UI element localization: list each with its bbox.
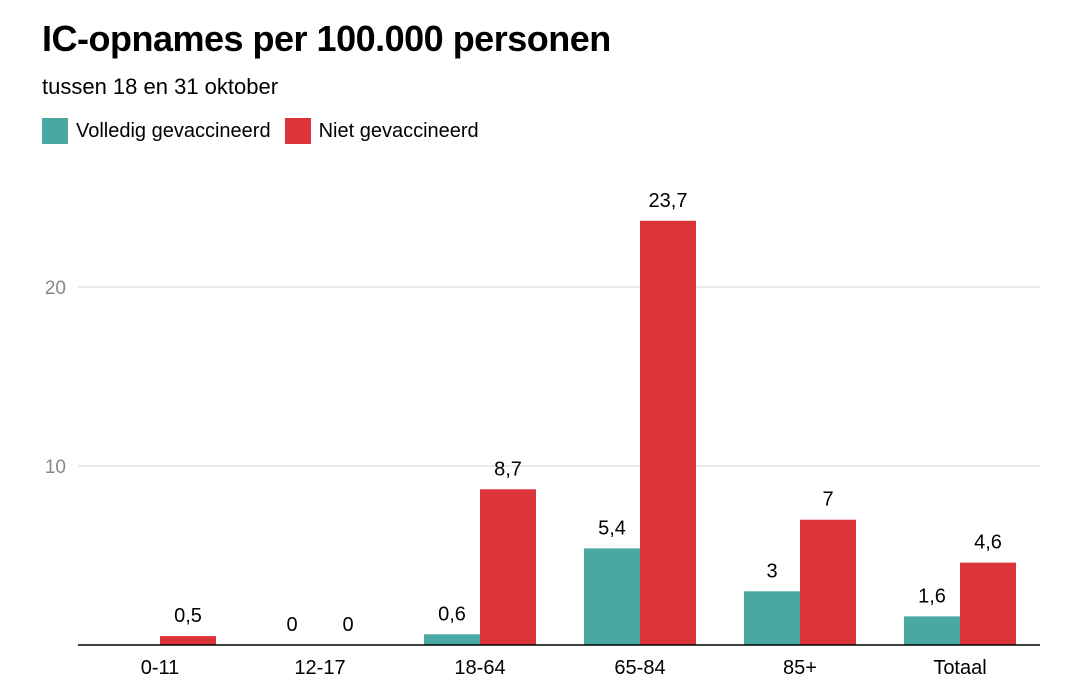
bar-unvaccinated-18-64	[480, 489, 536, 645]
x-tick-label-85+: 85+	[783, 657, 817, 679]
y-tick-label-10: 10	[45, 457, 66, 478]
data-label-unvaccinated-Totaal: 4,6	[974, 532, 1002, 554]
data-label-vaccinated-Totaal: 1,6	[918, 585, 946, 607]
bar-unvaccinated-65-84	[640, 220, 696, 645]
legend-label-vaccinated: Volledig gevaccineerd	[76, 119, 271, 142]
legend-swatch-vaccinated	[42, 118, 68, 144]
bar-vaccinated-18-64	[424, 634, 480, 645]
legend-swatch-unvaccinated	[284, 118, 311, 144]
bar-vaccinated-65-84	[584, 548, 640, 645]
legend: Volledig gevaccineerd Niet gevaccineerd	[42, 118, 493, 144]
bar-unvaccinated-Totaal	[960, 562, 1016, 645]
bar-vaccinated-85+	[744, 591, 800, 645]
data-label-unvaccinated-85+: 7	[822, 489, 833, 511]
legend-item-unvaccinated: Niet gevaccineerd	[284, 118, 479, 144]
data-label-vaccinated-12-17: 0	[286, 614, 297, 636]
x-tick-label-65-84: 65-84	[614, 657, 665, 679]
bar-unvaccinated-0-11	[160, 636, 216, 645]
data-label-unvaccinated-65-84: 23,7	[649, 190, 688, 212]
chart-title: IC-opnames per 100.000 personen	[42, 18, 611, 59]
x-tick-label-Totaal: Totaal	[933, 657, 986, 679]
y-tick-label-20: 20	[45, 278, 66, 299]
data-label-unvaccinated-18-64: 8,7	[494, 458, 522, 480]
data-label-vaccinated-85+: 3	[766, 560, 777, 582]
data-label-unvaccinated-0-11: 0,5	[174, 605, 202, 627]
chart-subtitle: tussen 18 en 31 oktober	[42, 74, 279, 99]
x-tick-label-18-64: 18-64	[454, 657, 505, 679]
legend-item-vaccinated: Volledig gevaccineerd	[42, 118, 271, 144]
legend-label-unvaccinated: Niet gevaccineerd	[318, 119, 479, 142]
bar-vaccinated-Totaal	[904, 616, 960, 645]
data-label-unvaccinated-12-17: 0	[342, 614, 353, 636]
x-tick-label-0-11: 0-11	[141, 657, 180, 679]
data-label-vaccinated-18-64: 0,6	[438, 603, 466, 625]
x-tick-label-12-17: 12-17	[294, 657, 345, 679]
bar-unvaccinated-85+	[800, 519, 856, 645]
data-label-vaccinated-65-84: 5,4	[598, 517, 626, 539]
